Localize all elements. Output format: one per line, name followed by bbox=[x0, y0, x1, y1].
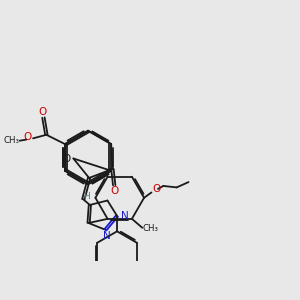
Text: CH₃: CH₃ bbox=[3, 136, 20, 145]
Text: O: O bbox=[152, 184, 160, 194]
Text: O: O bbox=[62, 154, 70, 164]
Text: H: H bbox=[83, 192, 90, 201]
Text: O: O bbox=[38, 107, 47, 117]
Text: N: N bbox=[121, 212, 128, 221]
Text: O: O bbox=[24, 132, 32, 142]
Text: N: N bbox=[103, 231, 111, 241]
Text: CH₃: CH₃ bbox=[142, 224, 159, 233]
Text: O: O bbox=[111, 185, 119, 196]
